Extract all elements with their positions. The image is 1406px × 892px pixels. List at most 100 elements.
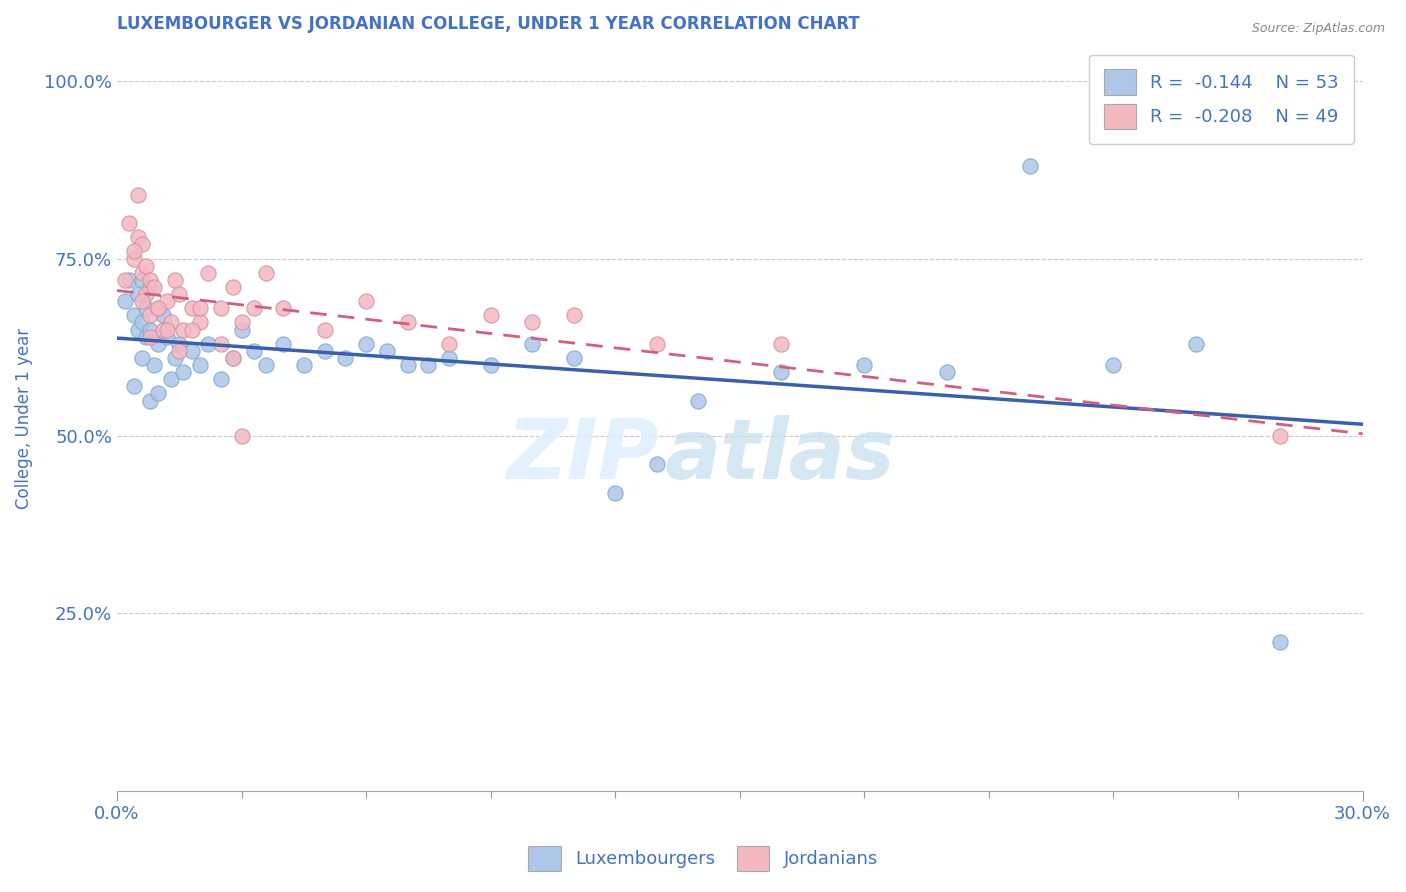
Point (139, 322, 162, 336)
Point (148, 336, 170, 351)
Point (139, 393, 162, 408)
Point (375, 343, 398, 358)
Point (131, 351, 153, 365)
Point (256, 358, 278, 372)
Point (562, 309, 585, 323)
Point (139, 309, 162, 323)
Text: LUXEMBOURGER VS JORDANIAN COLLEGE, UNDER 1 YEAR CORRELATION CHART: LUXEMBOURGER VS JORDANIAN COLLEGE, UNDER… (117, 15, 859, 33)
Point (222, 351, 245, 365)
Point (479, 309, 502, 323)
Point (1268, 635, 1291, 649)
Point (160, 372, 183, 386)
Point (127, 230, 149, 244)
Point (256, 266, 278, 280)
Point (172, 365, 194, 379)
Point (354, 294, 377, 309)
Point (122, 244, 145, 259)
Point (396, 316, 419, 330)
Point (143, 280, 166, 294)
Point (131, 294, 153, 309)
Point (122, 252, 145, 266)
Point (122, 309, 145, 323)
Point (271, 336, 294, 351)
Point (118, 216, 141, 230)
Text: Source: ZipAtlas.com: Source: ZipAtlas.com (1251, 22, 1385, 36)
Point (188, 301, 211, 316)
Point (271, 301, 294, 316)
Point (135, 259, 157, 273)
Point (314, 322, 336, 336)
Point (222, 280, 245, 294)
Point (222, 351, 245, 365)
Point (209, 301, 232, 316)
Point (645, 336, 668, 351)
Point (156, 294, 179, 309)
Point (231, 316, 253, 330)
Point (156, 329, 179, 343)
Point (1019, 159, 1042, 173)
Point (231, 429, 253, 443)
Point (148, 386, 170, 401)
Point (165, 351, 187, 365)
Point (165, 273, 187, 287)
Text: ZIP: ZIP (506, 415, 659, 496)
Point (139, 280, 162, 294)
Point (1102, 358, 1125, 372)
Point (131, 237, 153, 252)
Point (479, 358, 502, 372)
Point (127, 187, 149, 202)
Point (131, 266, 153, 280)
Point (135, 329, 157, 343)
Point (243, 301, 266, 316)
Point (292, 358, 315, 372)
Point (562, 351, 585, 365)
Point (645, 458, 668, 472)
Point (156, 322, 179, 336)
Point (131, 273, 153, 287)
Point (127, 322, 149, 336)
Point (520, 336, 543, 351)
Legend: Luxembourgers, Jordanians: Luxembourgers, Jordanians (520, 838, 886, 879)
Point (243, 343, 266, 358)
Point (688, 393, 710, 408)
Point (354, 336, 377, 351)
Point (437, 336, 460, 351)
Point (853, 358, 876, 372)
Point (180, 301, 202, 316)
Point (114, 273, 136, 287)
Point (197, 266, 219, 280)
Point (114, 294, 136, 309)
Legend: R =  -0.144    N = 53, R =  -0.208    N = 49: R = -0.144 N = 53, R = -0.208 N = 49 (1090, 54, 1354, 144)
Point (148, 301, 170, 316)
Point (135, 301, 157, 316)
Point (188, 316, 211, 330)
Point (172, 322, 194, 336)
Point (122, 379, 145, 393)
Point (180, 322, 202, 336)
Point (770, 365, 793, 379)
Point (314, 343, 336, 358)
Y-axis label: College, Under 1 year: College, Under 1 year (15, 327, 32, 508)
Point (139, 273, 162, 287)
Point (936, 365, 959, 379)
Point (437, 351, 460, 365)
Point (135, 287, 157, 301)
Point (152, 322, 174, 336)
Point (127, 287, 149, 301)
Point (152, 309, 174, 323)
Point (1268, 429, 1291, 443)
Point (209, 336, 232, 351)
Point (605, 485, 627, 500)
Point (143, 358, 166, 372)
Text: atlas: atlas (665, 415, 896, 496)
Point (1185, 336, 1208, 351)
Point (197, 336, 219, 351)
Point (770, 336, 793, 351)
Point (396, 358, 419, 372)
Point (335, 351, 357, 365)
Point (180, 343, 202, 358)
Point (167, 287, 190, 301)
Point (418, 358, 440, 372)
Point (131, 316, 153, 330)
Point (209, 372, 232, 386)
